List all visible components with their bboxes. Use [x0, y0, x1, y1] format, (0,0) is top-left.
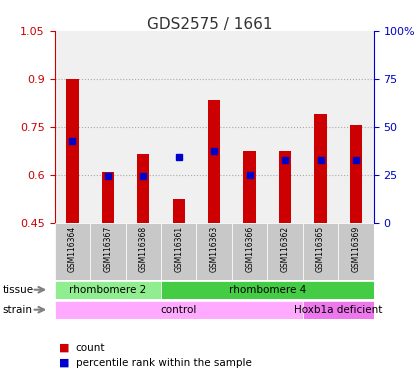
Text: GSM116369: GSM116369	[352, 225, 360, 272]
Text: strain: strain	[3, 305, 33, 315]
FancyBboxPatch shape	[90, 223, 126, 280]
Bar	[137, 154, 150, 223]
Text: tissue: tissue	[3, 285, 34, 295]
Bar	[315, 114, 327, 223]
Text: GSM116364: GSM116364	[68, 225, 77, 272]
FancyBboxPatch shape	[303, 301, 374, 319]
Text: GDS2575 / 1661: GDS2575 / 1661	[147, 17, 273, 32]
FancyBboxPatch shape	[161, 223, 197, 280]
FancyBboxPatch shape	[161, 281, 374, 299]
Bar	[102, 172, 114, 223]
Text: ■: ■	[59, 343, 69, 353]
Text: GSM116363: GSM116363	[210, 225, 219, 272]
Bar	[244, 151, 256, 223]
Text: Hoxb1a deficient: Hoxb1a deficient	[294, 305, 383, 315]
Text: GSM116361: GSM116361	[174, 225, 183, 272]
Text: control: control	[160, 305, 197, 315]
Text: GSM116365: GSM116365	[316, 225, 325, 272]
FancyBboxPatch shape	[303, 223, 339, 280]
FancyBboxPatch shape	[232, 223, 268, 280]
FancyBboxPatch shape	[55, 223, 90, 280]
Text: GSM116362: GSM116362	[281, 225, 290, 272]
Bar	[66, 79, 79, 223]
Bar	[173, 199, 185, 223]
FancyBboxPatch shape	[339, 223, 374, 280]
Bar	[350, 125, 362, 223]
Bar	[208, 99, 221, 223]
Text: GSM116366: GSM116366	[245, 225, 254, 272]
Text: count: count	[76, 343, 105, 353]
Text: GSM116368: GSM116368	[139, 225, 148, 272]
FancyBboxPatch shape	[126, 223, 161, 280]
Text: ■: ■	[59, 358, 69, 368]
FancyBboxPatch shape	[268, 223, 303, 280]
FancyBboxPatch shape	[55, 301, 303, 319]
Text: GSM116367: GSM116367	[103, 225, 112, 272]
Text: rhombomere 4: rhombomere 4	[229, 285, 306, 295]
Text: percentile rank within the sample: percentile rank within the sample	[76, 358, 252, 368]
Bar	[279, 151, 291, 223]
FancyBboxPatch shape	[55, 281, 161, 299]
Text: rhombomere 2: rhombomere 2	[69, 285, 147, 295]
FancyBboxPatch shape	[197, 223, 232, 280]
